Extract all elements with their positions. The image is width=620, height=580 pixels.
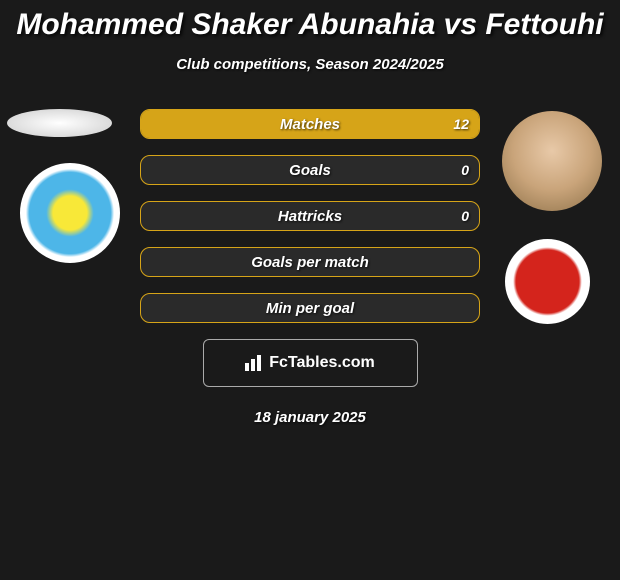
watermark-text: FcTables.com (269, 354, 375, 372)
watermark-icon (245, 355, 263, 371)
stat-bars: Matches12Goals0Hattricks0Goals per match… (140, 109, 480, 323)
stat-row: Goals0 (140, 155, 480, 185)
stat-label: Goals per match (141, 254, 479, 271)
comparison-content: Matches12Goals0Hattricks0Goals per match… (0, 109, 620, 426)
stat-row: Matches12 (140, 109, 480, 139)
watermark: FcTables.com (203, 339, 418, 387)
player-b-club-badge (505, 239, 590, 324)
stat-label: Min per goal (141, 300, 479, 317)
stat-row: Goals per match (140, 247, 480, 277)
stat-value-right: 12 (453, 116, 469, 132)
stat-label: Matches (141, 116, 479, 133)
player-a-club-badge (20, 163, 120, 263)
stat-label: Goals (141, 162, 479, 179)
stat-value-right: 0 (461, 162, 469, 178)
player-a-photo (7, 109, 112, 137)
stat-value-right: 0 (461, 208, 469, 224)
subtitle: Club competitions, Season 2024/2025 (0, 56, 620, 73)
date-label: 18 january 2025 (0, 409, 620, 426)
stat-row: Hattricks0 (140, 201, 480, 231)
stat-row: Min per goal (140, 293, 480, 323)
stat-label: Hattricks (141, 208, 479, 225)
page-title: Mohammed Shaker Abunahia vs Fettouhi (0, 0, 620, 42)
player-b-photo (502, 111, 602, 211)
